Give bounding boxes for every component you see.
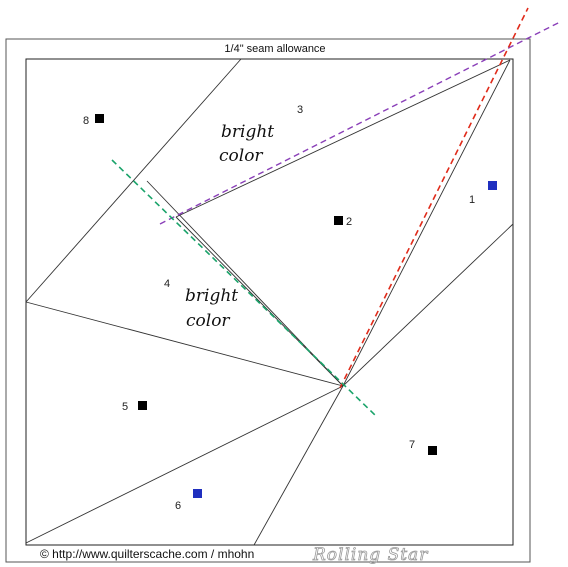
line-topleft-diagonal — [25, 58, 242, 303]
line-3-bottom — [175, 59, 511, 218]
outer-border — [5, 38, 531, 563]
piece-number-1: 1 — [469, 194, 475, 206]
rolling-star-watermark: Rolling Star — [312, 545, 428, 565]
line-5-6 — [25, 385, 344, 544]
piece-number-4: 4 — [164, 278, 170, 290]
piece-marker-6 — [193, 489, 202, 498]
piece-marker-7 — [428, 446, 437, 455]
piece-number-8: 8 — [83, 115, 89, 127]
piece-marker-1 — [488, 181, 497, 190]
line-1-7 — [342, 223, 514, 387]
piece-marker-2 — [334, 216, 343, 225]
line-2-right — [342, 59, 511, 387]
piece-number-2: 2 — [346, 216, 352, 228]
piece-number-7: 7 — [409, 439, 415, 451]
fabric-note-3-line1: bright — [221, 122, 274, 142]
line-6-7 — [253, 385, 344, 546]
fabric-note-3-line2: color — [219, 146, 263, 166]
piece-marker-8 — [95, 114, 104, 123]
piece-number-3: 3 — [297, 104, 303, 116]
seam-allowance-label: 1/4" seam allowance — [224, 43, 325, 55]
copyright-text: © http://www.quilterscache.com / mhohn — [40, 547, 254, 561]
piece-number-6: 6 — [175, 500, 181, 512]
piece-marker-5 — [138, 401, 147, 410]
green-guide-line — [111, 159, 377, 417]
purple-guide-line — [159, 21, 561, 225]
red-guide-line — [339, 7, 529, 389]
fabric-note-4-line1: bright — [185, 286, 238, 306]
line-4-bottom — [25, 301, 344, 387]
fabric-note-4-line2: color — [186, 311, 230, 331]
piece-number-5: 5 — [122, 401, 128, 413]
